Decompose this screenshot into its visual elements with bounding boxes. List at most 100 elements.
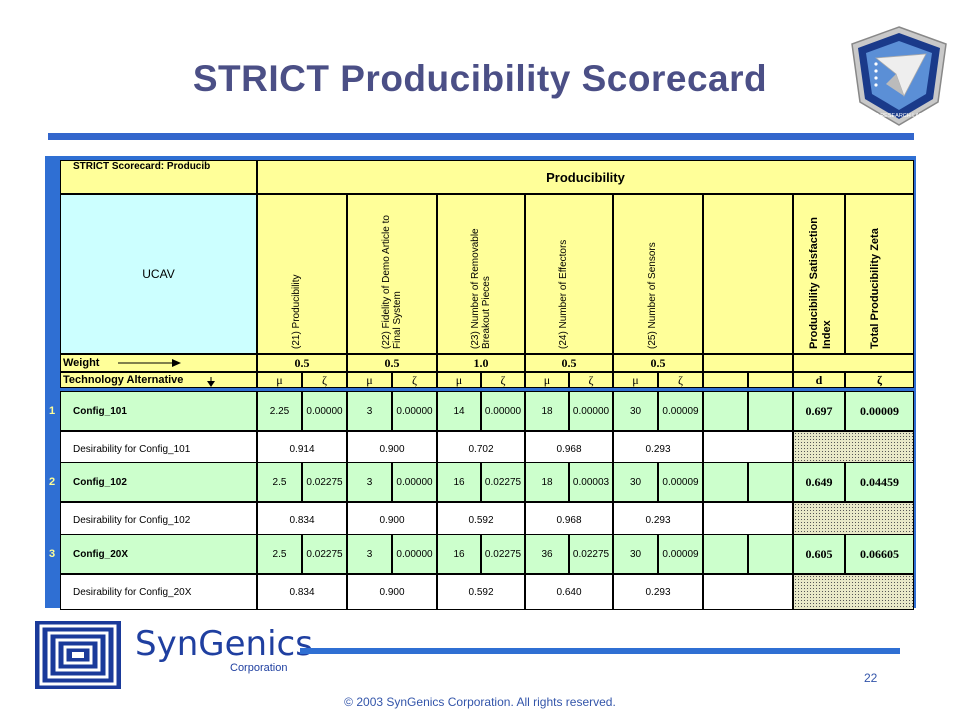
- zeta-value: 0.00003: [569, 462, 613, 502]
- empty-cell: [703, 372, 748, 388]
- mu-header: μ: [437, 372, 481, 388]
- satisfaction-index-header: Producibility Satisfaction Index: [793, 194, 845, 354]
- svg-text:AIR FORCE RESEARCH LABORATORY: AIR FORCE RESEARCH LABORATORY: [849, 113, 950, 119]
- empty-cell: [748, 372, 793, 388]
- config-name: Config_102: [60, 462, 257, 502]
- zeta-value: 0.02275: [481, 534, 525, 574]
- column-header-23-label: (23) Number of Removable Breakout Pieces: [470, 228, 492, 349]
- mu-value: 2.5: [257, 534, 302, 574]
- desirability-value: 0.834: [257, 502, 347, 538]
- weight-value: 1.0: [437, 354, 525, 372]
- zeta-value: 0.00000: [302, 391, 347, 431]
- satisfaction-index-header-label: Producibility Satisfaction Index: [808, 216, 833, 349]
- empty-column-header: [703, 194, 793, 354]
- dotted-cell: [793, 431, 914, 467]
- desirability-value: 0.640: [525, 574, 613, 610]
- zeta-value: 0.02275: [302, 534, 347, 574]
- mu-value: 16: [437, 534, 481, 574]
- config-name: Config_20X: [60, 534, 257, 574]
- syngenics-logo: [35, 621, 121, 689]
- scorecard-table: STRICT Scorecard: Producib Producibility U…: [45, 156, 916, 610]
- empty-cell: [703, 462, 748, 502]
- down-arrow-icon: [207, 377, 215, 387]
- column-header-25-label: (25) Number of Sensors: [647, 242, 658, 349]
- desirability-value: 0.900: [347, 431, 437, 467]
- page-number: 22: [864, 671, 878, 685]
- footer-rule: [300, 648, 900, 654]
- desirability-value: 0.834: [257, 574, 347, 610]
- mu-value: 2.25: [257, 391, 302, 431]
- column-header-22: (22) Fidelity of Demo Article to Final S…: [347, 194, 437, 354]
- desirability-value: 0.900: [347, 574, 437, 610]
- brand-subtitle: Corporation: [230, 662, 288, 674]
- total-zeta-value: 0.04459: [845, 462, 914, 502]
- empty-cell: [703, 391, 748, 431]
- mu-value: 30: [613, 462, 658, 502]
- satisfaction-index-value: 0.649: [793, 462, 845, 502]
- desirability-value: 0.592: [437, 502, 525, 538]
- weight-value: 0.5: [613, 354, 703, 372]
- mu-header: μ: [347, 372, 392, 388]
- zeta-total-header: ζ: [845, 372, 914, 388]
- desirability-value: 0.968: [525, 502, 613, 538]
- desirability-value: 0.293: [613, 431, 703, 467]
- total-zeta-header-label: Total Producibility Zeta: [868, 228, 881, 349]
- empty-cell: [703, 574, 793, 610]
- zeta-value: 0.00000: [569, 391, 613, 431]
- zeta-value: 0.02275: [302, 462, 347, 502]
- zeta-value: 0.02275: [481, 462, 525, 502]
- zeta-value: 0.00000: [392, 534, 437, 574]
- zeta-header: ζ: [302, 372, 347, 388]
- total-zeta-value: 0.00009: [845, 391, 914, 431]
- mu-value: 3: [347, 534, 392, 574]
- mu-value: 18: [525, 391, 569, 431]
- zeta-value: 0.00000: [392, 391, 437, 431]
- zeta-value: 0.00000: [392, 462, 437, 502]
- weight-value: 0.5: [525, 354, 613, 372]
- empty-cell: [748, 391, 793, 431]
- title-underline: [48, 133, 914, 140]
- copyright-notice: © 2003 SynGenics Corporation. All rights…: [344, 695, 616, 709]
- mu-value: 3: [347, 391, 392, 431]
- column-header-23: (23) Number of Removable Breakout Pieces: [437, 194, 525, 354]
- config-name: Config_101: [60, 391, 257, 431]
- desirability-value: 0.293: [613, 574, 703, 610]
- d-header: d: [793, 372, 845, 388]
- ucav-label: UCAV: [60, 194, 257, 354]
- empty-cell: [748, 534, 793, 574]
- mu-value: 30: [613, 534, 658, 574]
- desirability-value: 0.592: [437, 574, 525, 610]
- weight-value: 0.5: [257, 354, 347, 372]
- desirability-value: 0.900: [347, 502, 437, 538]
- dotted-cell: [793, 502, 914, 538]
- satisfaction-index-value: 0.697: [793, 391, 845, 431]
- mu-header: μ: [257, 372, 302, 388]
- weight-value: 0.5: [347, 354, 437, 372]
- column-header-21-label: (21) Producibility: [291, 274, 302, 349]
- column-header-25: (25) Number of Sensors: [613, 194, 703, 354]
- desirability-value: 0.293: [613, 502, 703, 538]
- scorecard-corner-label: STRICT Scorecard: Producib: [60, 160, 257, 194]
- zeta-value: 0.00009: [658, 462, 703, 502]
- row-number: 1: [48, 405, 56, 417]
- row-number: 2: [48, 476, 56, 488]
- empty-cell: [703, 502, 793, 538]
- desirability-label: Desirability for Config_20X: [60, 574, 257, 610]
- total-zeta-header: Total Producibility Zeta: [845, 194, 914, 354]
- column-header-21: (21) Producibility: [257, 194, 347, 354]
- column-header-24-label: (24) Number of Effectors: [558, 239, 569, 349]
- zeta-header: ζ: [392, 372, 437, 388]
- zeta-header: ζ: [569, 372, 613, 388]
- satisfaction-index-value: 0.605: [793, 534, 845, 574]
- desirability-label: Desirability for Config_102: [60, 502, 257, 538]
- mu-header: μ: [613, 372, 658, 388]
- mu-value: 16: [437, 462, 481, 502]
- technology-alternative-label: Technology Alternative: [60, 372, 257, 388]
- mu-value: 3: [347, 462, 392, 502]
- row-number: 3: [48, 548, 56, 560]
- empty-cell: [793, 354, 914, 372]
- desirability-value: 0.914: [257, 431, 347, 467]
- zeta-header: ζ: [481, 372, 525, 388]
- mu-header: μ: [525, 372, 569, 388]
- zeta-value: 0.00000: [481, 391, 525, 431]
